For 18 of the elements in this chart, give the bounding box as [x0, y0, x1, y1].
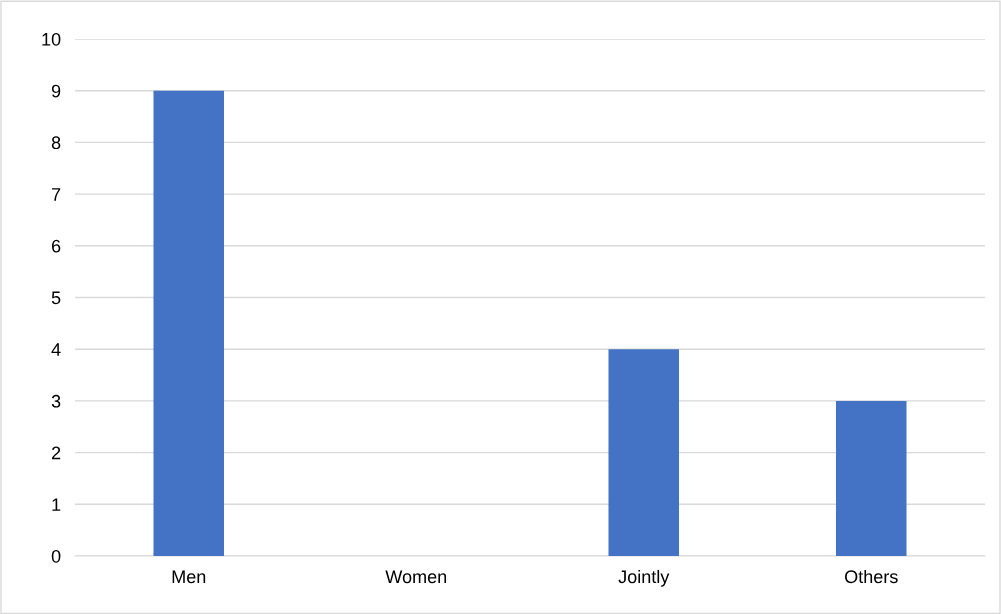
- y-tick-label: 1: [52, 498, 61, 511]
- y-tick-label: 6: [51, 239, 61, 253]
- y-tick-label: 2: [51, 446, 61, 460]
- y-tick-label: 0: [51, 549, 61, 563]
- bar: [153, 90, 225, 556]
- y-tick-label: 7: [52, 188, 61, 201]
- x-tick-label: Others: [845, 569, 898, 584]
- y-tick-label: 9: [51, 84, 61, 98]
- y-tick-label: 8: [51, 136, 61, 150]
- y-tick-label: 4: [51, 343, 61, 356]
- y-tick-label: 10: [42, 32, 61, 46]
- bar: [835, 400, 907, 556]
- y-tick-label: 5: [51, 291, 61, 305]
- bar: [608, 349, 680, 556]
- x-tick-label: Women: [385, 570, 447, 584]
- x-tick-label: Jointly: [618, 569, 670, 587]
- y-tick-label: 3: [51, 394, 61, 408]
- x-tick-label: Men: [172, 570, 206, 584]
